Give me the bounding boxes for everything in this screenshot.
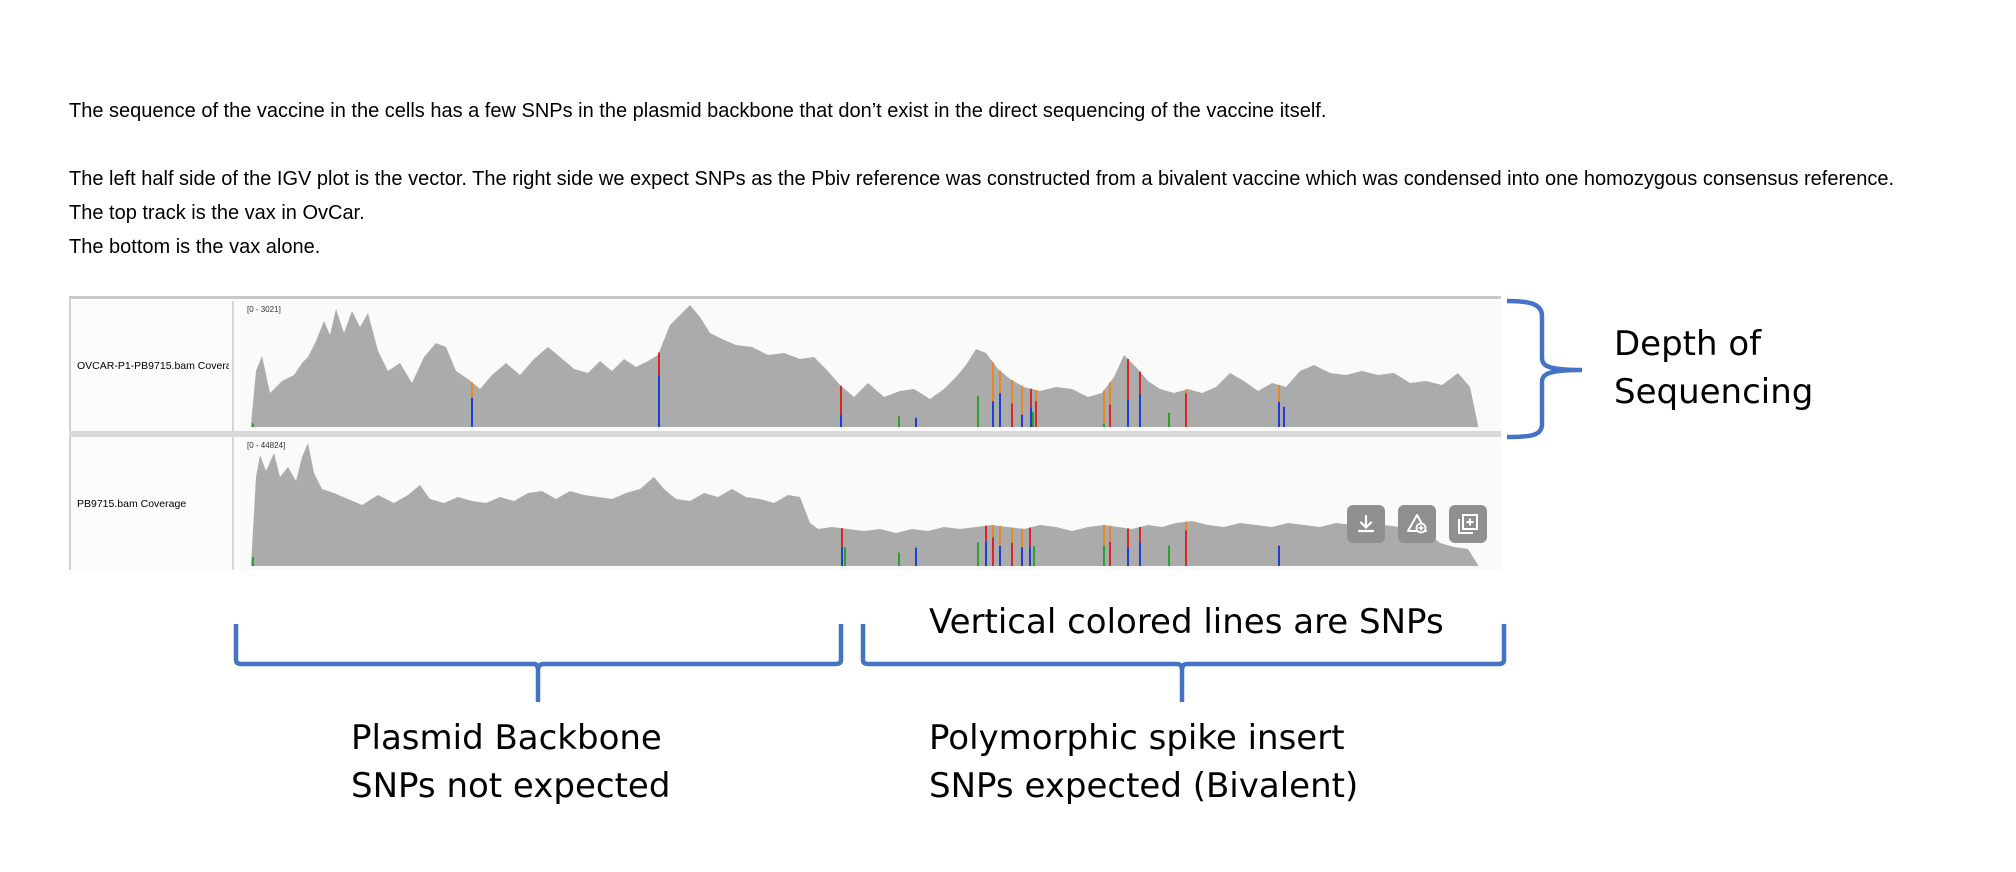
backbone-bracket bbox=[233, 624, 844, 702]
coverage-track-ovcar: OVCAR-P1-PB9715.bam Coverag [0 - 3021] bbox=[71, 301, 1501, 431]
intro-text-2: The left half side of the IGV plot is th… bbox=[69, 168, 1895, 190]
igv-panel: OVCAR-P1-PB9715.bam Coverag [0 - 3021] P… bbox=[69, 296, 1501, 570]
track-name-label: PB9715.bam Coverage bbox=[77, 497, 187, 510]
add-panel-button[interactable] bbox=[1449, 505, 1487, 543]
share-button[interactable] bbox=[1398, 505, 1436, 543]
coverage-area bbox=[251, 443, 1478, 566]
spike-annotation: Polymorphic spike insert SNPs expected (… bbox=[929, 714, 1358, 810]
coverage-area bbox=[251, 305, 1478, 427]
download-button[interactable] bbox=[1347, 505, 1385, 543]
data-range-label: [0 - 3021] bbox=[247, 305, 281, 314]
download-icon bbox=[1357, 514, 1375, 533]
track-divider bbox=[69, 431, 1501, 437]
coverage-plot[interactable] bbox=[244, 301, 1486, 431]
backbone-annotation-line2: SNPs not expected bbox=[351, 766, 671, 806]
depth-annotation: Depth of Sequencing bbox=[1614, 320, 1813, 416]
track-name-panel[interactable]: PB9715.bam Coverage bbox=[71, 437, 234, 570]
coverage-track-vax: PB9715.bam Coverage [0 - 44824] bbox=[71, 437, 1501, 570]
intro-text-3: The top track is the vax in OvCar. bbox=[69, 202, 365, 224]
depth-bracket bbox=[1506, 298, 1583, 440]
intro-text-4: The bottom is the vax alone. bbox=[69, 236, 321, 258]
snp-note: Vertical colored lines are SNPs bbox=[929, 602, 1444, 642]
track-name-label: OVCAR-P1-PB9715.bam Coverag bbox=[77, 360, 229, 372]
intro-text-1: The sequence of the vaccine in the cells… bbox=[69, 100, 1327, 122]
share-icon bbox=[1407, 514, 1427, 534]
data-range-label: [0 - 44824] bbox=[247, 441, 286, 450]
spike-annotation-line1: Polymorphic spike insert bbox=[929, 718, 1345, 758]
add-panel-icon bbox=[1458, 514, 1478, 534]
backbone-annotation: Plasmid Backbone SNPs not expected bbox=[351, 714, 670, 810]
depth-annotation-line2: Sequencing bbox=[1614, 372, 1814, 412]
backbone-annotation-line1: Plasmid Backbone bbox=[351, 718, 662, 758]
spike-annotation-line2: SNPs expected (Bivalent) bbox=[929, 766, 1359, 806]
depth-annotation-line1: Depth of bbox=[1614, 324, 1762, 364]
spike-bracket bbox=[860, 624, 1507, 702]
coverage-plot[interactable] bbox=[244, 437, 1486, 570]
track-name-panel[interactable]: OVCAR-P1-PB9715.bam Coverag bbox=[71, 301, 234, 431]
